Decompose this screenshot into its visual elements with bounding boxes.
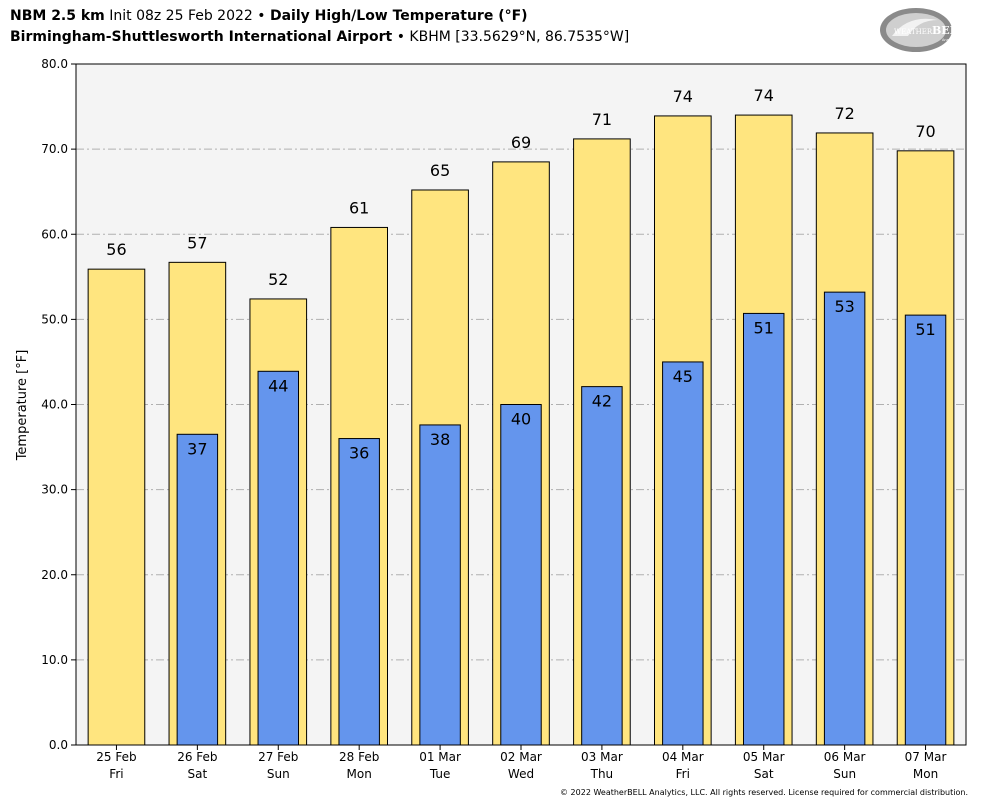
y-tick-label: 50.0 bbox=[41, 312, 68, 326]
x-tick-weekday: Sun bbox=[833, 767, 856, 781]
x-tick-weekday: Thu bbox=[590, 767, 614, 781]
x-tick-weekday: Mon bbox=[347, 767, 372, 781]
y-tick-label: 30.0 bbox=[41, 483, 68, 497]
product-title: Daily High/Low Temperature (°F) bbox=[269, 8, 528, 24]
low-value-label: 44 bbox=[268, 376, 288, 395]
x-tick-weekday: Fri bbox=[676, 767, 690, 781]
x-tick-date: 28 Feb bbox=[339, 750, 379, 764]
low-bar bbox=[904, 314, 947, 746]
low-value-label: 51 bbox=[915, 320, 935, 339]
weatherbell-logo: WEATHER BELL Analytics LLC bbox=[880, 8, 966, 52]
high-value-label: 65 bbox=[430, 161, 450, 180]
y-tick-label: 0.0 bbox=[49, 738, 68, 752]
y-axis-ticks: 0.0 10.0 20.0 30.0 40.0 50.0 60.0 70.0 80.0 bbox=[41, 57, 76, 752]
high-value-label: 61 bbox=[349, 198, 369, 217]
x-tick-weekday: Tue bbox=[429, 767, 451, 781]
low-value-label: 45 bbox=[673, 367, 693, 386]
chart-header: NBM 2.5 km Init 08z 25 Feb 2022 • Daily … bbox=[10, 6, 629, 48]
y-tick-label: 10.0 bbox=[41, 653, 68, 667]
x-tick-date: 02 Mar bbox=[500, 750, 542, 764]
x-tick-weekday: Fri bbox=[109, 767, 123, 781]
x-tick-weekday: Sat bbox=[188, 767, 208, 781]
header-line-2: Birmingham-Shuttlesworth International A… bbox=[10, 27, 629, 48]
high-value-label: 56 bbox=[106, 240, 126, 259]
model-name: NBM 2.5 km bbox=[10, 8, 105, 24]
low-bar bbox=[176, 433, 219, 746]
high-value-label: 74 bbox=[754, 86, 774, 105]
logo-text-weather: WEATHER bbox=[894, 28, 933, 36]
y-axis-label: Temperature [°F] bbox=[15, 350, 30, 462]
station-name: Birmingham-Shuttlesworth International A… bbox=[10, 29, 393, 45]
low-value-label: 51 bbox=[754, 318, 774, 337]
value-labels: 56 57 37 52 44 61 36 65 38 69 40 71 42 74 45 74 51 72 53 70… bbox=[106, 86, 935, 462]
high-value-label: 57 bbox=[187, 233, 207, 252]
high-bar bbox=[87, 268, 146, 746]
x-tick-date: 01 Mar bbox=[419, 750, 461, 764]
logo-swirl bbox=[886, 13, 946, 47]
low-bar bbox=[419, 424, 461, 746]
high-value-label: 74 bbox=[673, 87, 693, 106]
station-id: KBHM [33.5629°N, 86.7535°W] bbox=[409, 29, 630, 45]
low-bar bbox=[338, 438, 380, 746]
low-value-label: 40 bbox=[511, 410, 531, 429]
low-bar bbox=[743, 312, 785, 746]
separator: • bbox=[396, 29, 405, 45]
low-value-label: 36 bbox=[349, 444, 369, 463]
low-bar bbox=[500, 404, 542, 746]
x-tick-date: 27 Feb bbox=[258, 750, 298, 764]
low-bar bbox=[257, 370, 299, 746]
low-value-label: 53 bbox=[834, 297, 854, 316]
x-tick-date: 25 Feb bbox=[96, 750, 136, 764]
x-tick-weekday: Sun bbox=[267, 767, 290, 781]
x-tick-date: 03 Mar bbox=[581, 750, 623, 764]
low-value-label: 42 bbox=[592, 392, 612, 411]
x-tick-date: 07 Mar bbox=[905, 750, 947, 764]
low-bar bbox=[581, 386, 623, 746]
high-value-label: 70 bbox=[915, 122, 935, 141]
copyright-footer: © 2022 WeatherBELL Analytics, LLC. All r… bbox=[560, 788, 968, 797]
y-tick-label: 20.0 bbox=[41, 568, 68, 582]
high-value-label: 72 bbox=[834, 104, 854, 123]
low-bar bbox=[823, 291, 866, 746]
high-value-label: 69 bbox=[511, 133, 531, 152]
x-tick-weekday: Wed bbox=[508, 767, 534, 781]
bars bbox=[87, 114, 955, 746]
x-tick-weekday: Mon bbox=[913, 767, 938, 781]
y-tick-label: 80.0 bbox=[41, 57, 68, 71]
y-tick-label: 60.0 bbox=[41, 227, 68, 241]
x-tick-date: 04 Mar bbox=[662, 750, 704, 764]
low-value-label: 37 bbox=[187, 439, 207, 458]
y-tick-label: 70.0 bbox=[41, 142, 68, 156]
x-tick-date: 05 Mar bbox=[743, 750, 785, 764]
x-tick-date: 06 Mar bbox=[824, 750, 866, 764]
x-axis-ticks: 25 Feb Fri 26 Feb Sat 27 Feb Sun 28 Feb Mon 01 M… bbox=[96, 745, 946, 781]
x-tick-date: 26 Feb bbox=[177, 750, 217, 764]
low-bar bbox=[662, 361, 704, 746]
separator: • bbox=[257, 8, 266, 24]
x-tick-weekday: Sat bbox=[754, 767, 774, 781]
y-tick-label: 40.0 bbox=[41, 398, 68, 412]
high-value-label: 71 bbox=[592, 110, 612, 129]
logo-swirl-arm bbox=[892, 18, 938, 36]
logo-text-bell: BELL bbox=[932, 24, 965, 37]
low-value-label: 38 bbox=[430, 430, 450, 449]
header-line-1: NBM 2.5 km Init 08z 25 Feb 2022 • Daily … bbox=[10, 6, 629, 27]
logo-text-sub: Analytics LLC bbox=[942, 38, 966, 42]
high-value-label: 52 bbox=[268, 270, 288, 289]
init-time: Init 08z 25 Feb 2022 bbox=[109, 8, 253, 24]
